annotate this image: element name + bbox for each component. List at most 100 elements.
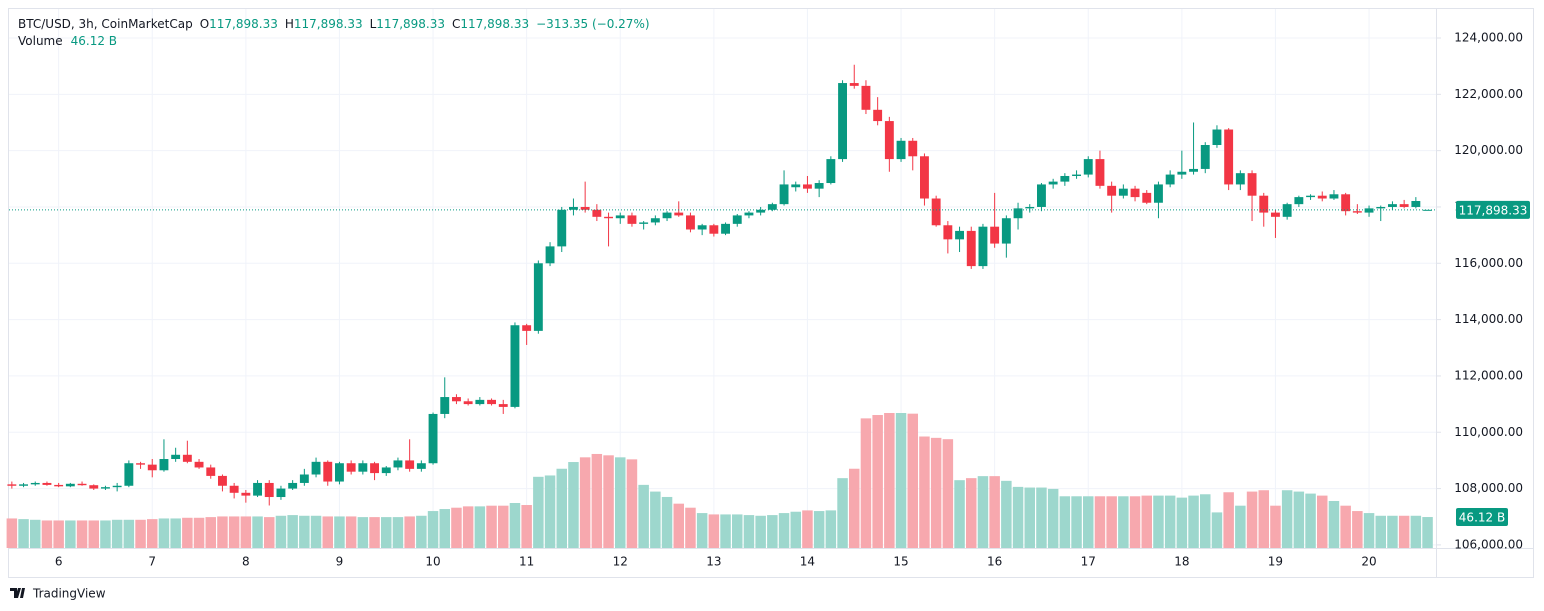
y-tick-label: 106,000.00: [1454, 537, 1523, 551]
legend: BTC/USD, 3h, CoinMarketCap O117,898.33 H11…: [18, 17, 650, 31]
volume-bar: [1281, 490, 1293, 548]
volume-bar: [182, 517, 193, 548]
candle-body: [545, 246, 555, 264]
volume-bar: [1387, 515, 1398, 548]
candle-body: [990, 226, 1000, 244]
candle-body: [955, 230, 964, 240]
candle-body: [218, 475, 227, 486]
volume-bar: [813, 511, 825, 548]
x-tick-label: 15: [893, 555, 908, 569]
candle-body: [662, 212, 672, 219]
volume-bar: [369, 517, 380, 548]
brand-name: TradingView: [32, 587, 106, 601]
candle-body: [826, 159, 836, 184]
legend-key: O: [200, 17, 209, 31]
volume-bar: [615, 457, 626, 548]
volume-bar: [661, 496, 673, 548]
candle-body: [1025, 206, 1035, 209]
candle-body: [229, 485, 239, 493]
brand-logo: TradingView: [10, 587, 106, 601]
candle-body: [19, 484, 28, 486]
candle-body: [288, 482, 298, 489]
candle-body: [709, 225, 719, 234]
volume-value: 46.12 B: [71, 34, 117, 48]
candle-body: [1388, 204, 1397, 207]
candle-body: [756, 209, 766, 213]
candle-body: [931, 198, 941, 226]
candle-body: [370, 463, 379, 474]
volume-bar: [498, 505, 509, 548]
volume-bar: [1317, 495, 1328, 548]
legend-value: 117,898.33: [294, 17, 363, 31]
candle-body: [358, 463, 368, 472]
candle-body: [440, 397, 450, 414]
candle-body: [569, 206, 578, 210]
candle-body: [1317, 195, 1327, 199]
y-tick-label: 114,000.00: [1454, 312, 1523, 326]
volume-bar: [18, 519, 29, 548]
volume-bar: [954, 480, 965, 548]
volume-bar: [135, 519, 146, 548]
price-tag: 117,898.33: [1459, 203, 1528, 217]
candle-body: [30, 482, 40, 485]
volume-bar: [287, 515, 298, 548]
candle-body: [7, 484, 17, 486]
volume-bar: [357, 517, 369, 548]
candle-body: [1130, 188, 1140, 198]
candle-body: [1013, 208, 1023, 219]
candle-body: [452, 397, 461, 402]
volume-bar: [170, 518, 181, 548]
legend-key: C: [452, 17, 460, 31]
volume-bar: [1001, 480, 1012, 548]
x-tick-label: 7: [148, 555, 156, 569]
candle-body: [1154, 184, 1163, 203]
volume-bar: [345, 516, 357, 548]
volume-bar: [884, 413, 895, 548]
candle-body: [943, 225, 953, 240]
candle-body: [1294, 197, 1304, 205]
volume-bar: [1235, 505, 1246, 548]
x-tick-label: 6: [55, 555, 63, 569]
candle-body: [182, 454, 192, 462]
candle-body: [335, 463, 344, 482]
x-tick-label: 10: [425, 555, 440, 569]
volume-bar: [1106, 496, 1117, 548]
candle-body: [1177, 171, 1187, 175]
volume-bar: [462, 506, 474, 548]
volume-bar: [591, 453, 603, 548]
candle-body: [112, 485, 122, 488]
volume-bar: [1328, 500, 1340, 548]
volume-bar: [53, 520, 64, 548]
legend-key: L: [370, 17, 377, 31]
candle-body: [592, 209, 602, 217]
volume-bar: [1188, 495, 1199, 548]
candle-body: [299, 474, 309, 483]
legend-value: 117,898.33: [376, 17, 445, 31]
volume-name: Volume: [18, 34, 63, 48]
candle-body: [463, 401, 473, 405]
volume-bar: [123, 519, 135, 548]
candle-body: [1329, 194, 1339, 199]
volume-bar: [825, 510, 837, 548]
candle-body: [101, 487, 110, 489]
volume-bar: [404, 516, 415, 548]
candle-body: [580, 206, 590, 210]
candle-body: [1411, 201, 1421, 207]
x-tick-label: 11: [519, 555, 534, 569]
volume-bar: [1176, 497, 1188, 548]
candle-body: [1306, 195, 1315, 198]
volume-bar: [802, 510, 813, 548]
candle-body: [1083, 159, 1093, 175]
candle-body: [89, 485, 99, 489]
legend-symbol: BTC/USD, 3h, CoinMarketCap: [18, 17, 193, 31]
candle-body: [1200, 145, 1210, 169]
volume-bar: [427, 511, 439, 548]
volume-bar: [275, 515, 287, 548]
price-tag-bg: [1456, 200, 1530, 219]
candle-body: [920, 156, 929, 199]
candle-body: [124, 463, 134, 486]
candle-body: [1001, 218, 1011, 244]
candle-body: [1271, 212, 1280, 217]
y-tick-label: 120,000.00: [1454, 143, 1523, 157]
